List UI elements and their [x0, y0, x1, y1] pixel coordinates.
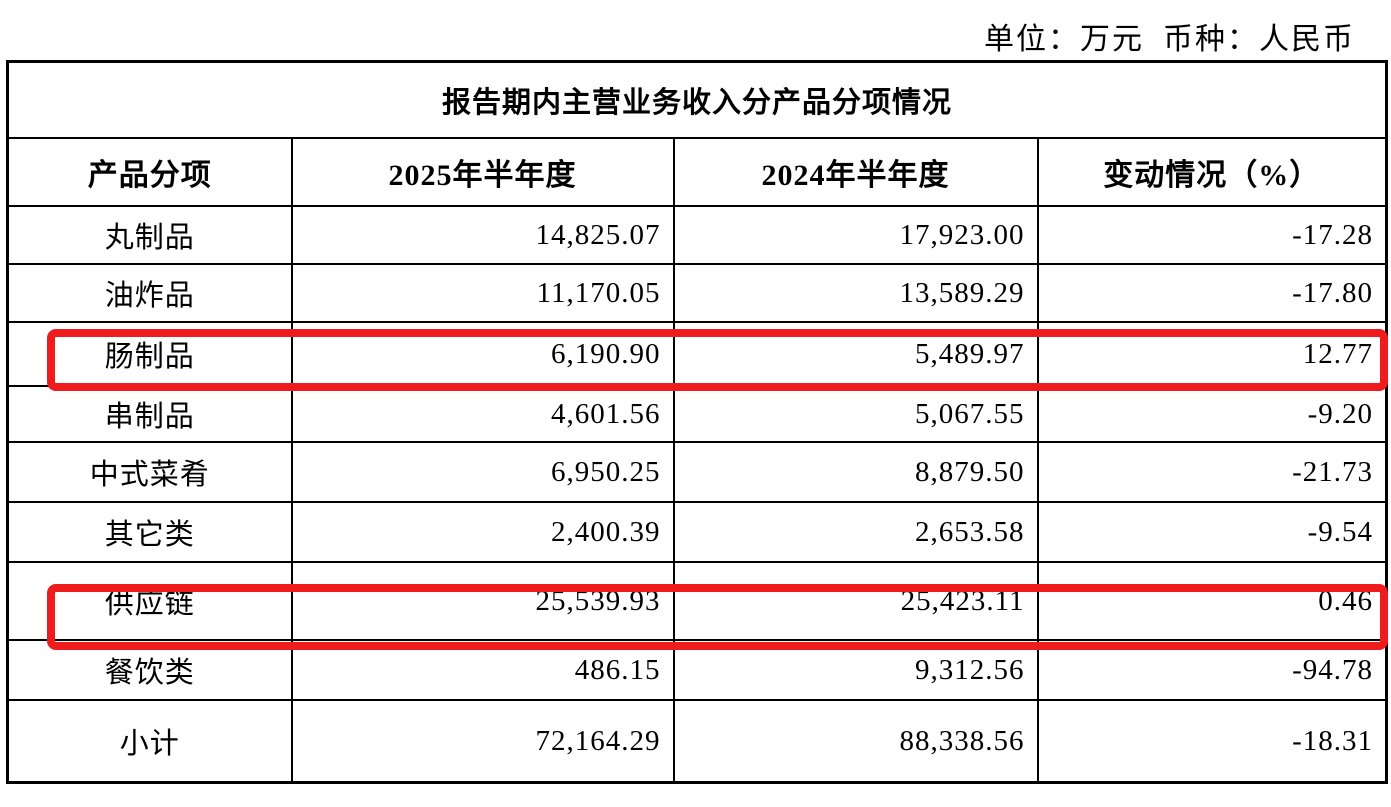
change-cell: -17.28 — [1036, 205, 1388, 265]
column-header-2024h1: 2024年半年度 — [672, 137, 1039, 207]
table-header-row: 产品分项 2025年半年度 2024年半年度 变动情况（%） — [6, 137, 1388, 207]
table-row: 油炸品 11,170.05 13,589.29 -17.80 — [6, 263, 1388, 323]
value-2025-cell: 6,950.25 — [290, 441, 675, 503]
product-cell: 串制品 — [6, 385, 293, 443]
table-row: 丸制品 14,825.07 17,923.00 -17.28 — [6, 205, 1388, 265]
value-2025-cell: 6,190.90 — [290, 321, 675, 387]
product-cell: 肠制品 — [6, 321, 293, 387]
product-cell: 油炸品 — [6, 263, 293, 323]
change-cell: -21.73 — [1036, 441, 1388, 503]
value-2025-cell: 2,400.39 — [290, 501, 675, 563]
value-2024-cell: 88,338.56 — [672, 699, 1039, 784]
value-2024-cell: 25,423.11 — [672, 561, 1039, 641]
unit-currency-caption: 单位：万元 币种：人民币 — [984, 23, 1355, 56]
product-cell: 供应链 — [6, 561, 293, 641]
value-2024-cell: 9,312.56 — [672, 639, 1039, 701]
table-title-row: 报告期内主营业务收入分产品分项情况 — [6, 60, 1388, 139]
product-cell: 餐饮类 — [6, 639, 293, 701]
table-row-subtotal: 小计 72,164.29 88,338.56 -18.31 — [6, 699, 1388, 784]
value-2025-cell: 486.15 — [290, 639, 675, 701]
value-2025-cell: 4,601.56 — [290, 385, 675, 443]
revenue-by-product-table: 报告期内主营业务收入分产品分项情况 产品分项 2025年半年度 2024年半年度… — [6, 60, 1389, 784]
value-2024-cell: 5,067.55 — [672, 385, 1039, 443]
table-row: 餐饮类 486.15 9,312.56 -94.78 — [6, 639, 1388, 701]
change-cell: -18.31 — [1036, 699, 1388, 784]
product-cell: 中式菜肴 — [6, 441, 293, 503]
table-row: 其它类 2,400.39 2,653.58 -9.54 — [6, 501, 1388, 563]
value-2025-cell: 72,164.29 — [290, 699, 675, 784]
change-cell: -9.54 — [1036, 501, 1388, 563]
value-2025-cell: 25,539.93 — [290, 561, 675, 641]
change-cell: -94.78 — [1036, 639, 1388, 701]
value-2024-cell: 2,653.58 — [672, 501, 1039, 563]
table-row: 中式菜肴 6,950.25 8,879.50 -21.73 — [6, 441, 1388, 503]
value-2025-cell: 14,825.07 — [290, 205, 675, 265]
change-cell: -17.80 — [1036, 263, 1388, 323]
column-header-change: 变动情况（%） — [1036, 137, 1388, 207]
column-header-product: 产品分项 — [6, 137, 293, 207]
table-row-highlighted: 肠制品 6,190.90 5,489.97 12.77 — [6, 321, 1388, 387]
table-title: 报告期内主营业务收入分产品分项情况 — [6, 60, 1388, 139]
change-cell: -9.20 — [1036, 385, 1388, 443]
table-row: 串制品 4,601.56 5,067.55 -9.20 — [6, 385, 1388, 443]
value-2025-cell: 11,170.05 — [290, 263, 675, 323]
change-cell: 0.46 — [1036, 561, 1388, 641]
revenue-table-wrap: 报告期内主营业务收入分产品分项情况 产品分项 2025年半年度 2024年半年度… — [6, 60, 1389, 784]
value-2024-cell: 5,489.97 — [672, 321, 1039, 387]
product-cell: 其它类 — [6, 501, 293, 563]
change-cell: 12.77 — [1036, 321, 1388, 387]
table-row-highlighted: 供应链 25,539.93 25,423.11 0.46 — [6, 561, 1388, 641]
value-2024-cell: 8,879.50 — [672, 441, 1039, 503]
value-2024-cell: 13,589.29 — [672, 263, 1039, 323]
column-header-2025h1: 2025年半年度 — [290, 137, 675, 207]
value-2024-cell: 17,923.00 — [672, 205, 1039, 265]
product-cell: 小计 — [6, 699, 293, 784]
product-cell: 丸制品 — [6, 205, 293, 265]
